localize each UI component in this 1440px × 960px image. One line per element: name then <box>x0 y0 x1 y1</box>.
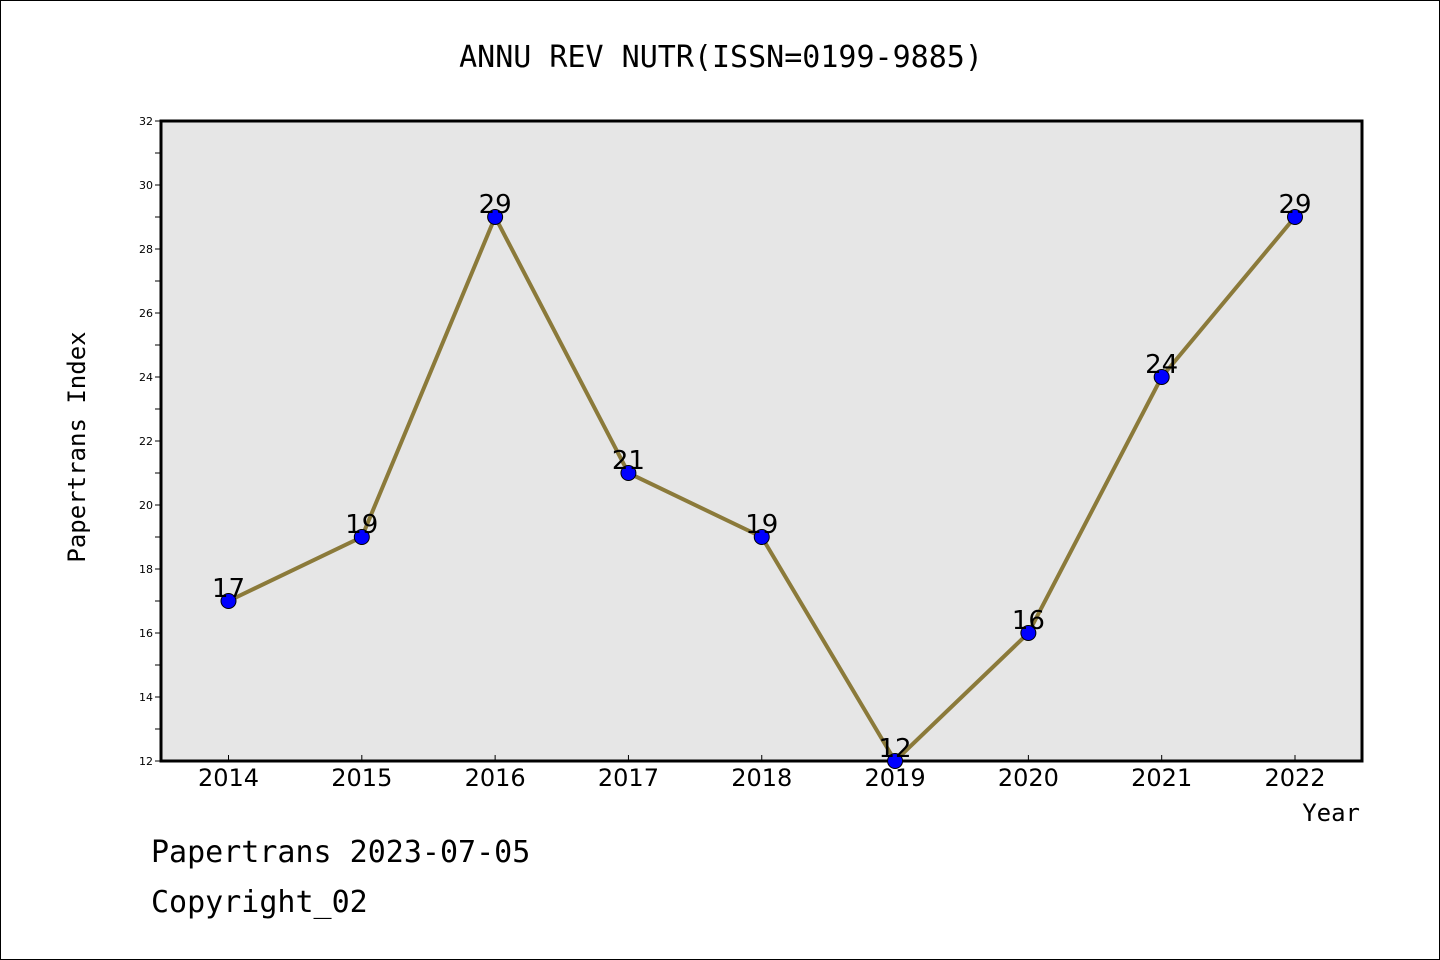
footer-date: Papertrans 2023-07-05 <box>151 835 531 870</box>
x-tick-label: 2022 <box>1264 764 1325 792</box>
chart-title: ANNU REV NUTR(ISSN=0199-9885) <box>459 40 983 75</box>
y-tick-label: 22 <box>139 435 153 448</box>
data-label: 21 <box>612 446 645 476</box>
data-label: 19 <box>345 510 378 540</box>
data-label: 29 <box>1278 190 1311 220</box>
data-label: 29 <box>479 190 512 220</box>
y-tick-label: 24 <box>139 371 153 384</box>
data-point-marker <box>620 465 637 481</box>
y-tick-label: 26 <box>139 307 153 320</box>
footer-copyright: Copyright_02 <box>151 885 368 920</box>
y-tick-label: 12 <box>139 755 153 768</box>
x-tick-label: 2020 <box>998 764 1059 792</box>
y-tick-label: 18 <box>139 563 153 576</box>
data-point-marker <box>220 593 237 609</box>
data-point-marker <box>887 753 904 769</box>
data-label: 24 <box>1145 350 1178 380</box>
y-tick-label: 32 <box>139 115 153 128</box>
data-labels: 17 19 29 21 19 12 16 24 29 <box>212 190 1312 764</box>
data-label: 19 <box>745 510 778 540</box>
data-point-marker <box>487 209 504 225</box>
y-tick-label: 28 <box>139 243 153 256</box>
x-tick-label: 2016 <box>465 764 526 792</box>
data-point-marker <box>753 529 770 545</box>
x-tick-label: 2015 <box>331 764 392 792</box>
y-tick-label: 30 <box>139 179 153 192</box>
data-label: 17 <box>212 574 245 604</box>
data-label: 12 <box>879 734 912 764</box>
data-label: 16 <box>1012 606 1045 636</box>
y-axis-label: Papertrans Index <box>63 331 91 562</box>
series-line-group <box>220 209 1303 769</box>
x-tick-label: 2014 <box>198 764 259 792</box>
y-tick-label: 16 <box>139 627 153 640</box>
data-point-marker <box>1287 209 1303 225</box>
x-tick-label: 2018 <box>731 764 792 792</box>
x-tick-label: 2017 <box>598 764 659 792</box>
x-tick-label: 2021 <box>1131 764 1192 792</box>
x-axis-label: Year <box>1302 799 1360 827</box>
data-point-marker <box>1153 369 1170 385</box>
y-tick-label: 20 <box>139 499 153 512</box>
data-point-marker <box>1020 625 1037 641</box>
plot-area <box>159 119 1364 763</box>
y-tick-label: 14 <box>139 691 153 704</box>
data-point-marker <box>353 529 370 545</box>
x-axis: 2014 2015 2016 2017 2018 2019 2020 2021 2022 <box>198 755 1326 792</box>
y-axis: 12 14 16 18 20 22 24 26 28 30 32 <box>139 115 161 768</box>
